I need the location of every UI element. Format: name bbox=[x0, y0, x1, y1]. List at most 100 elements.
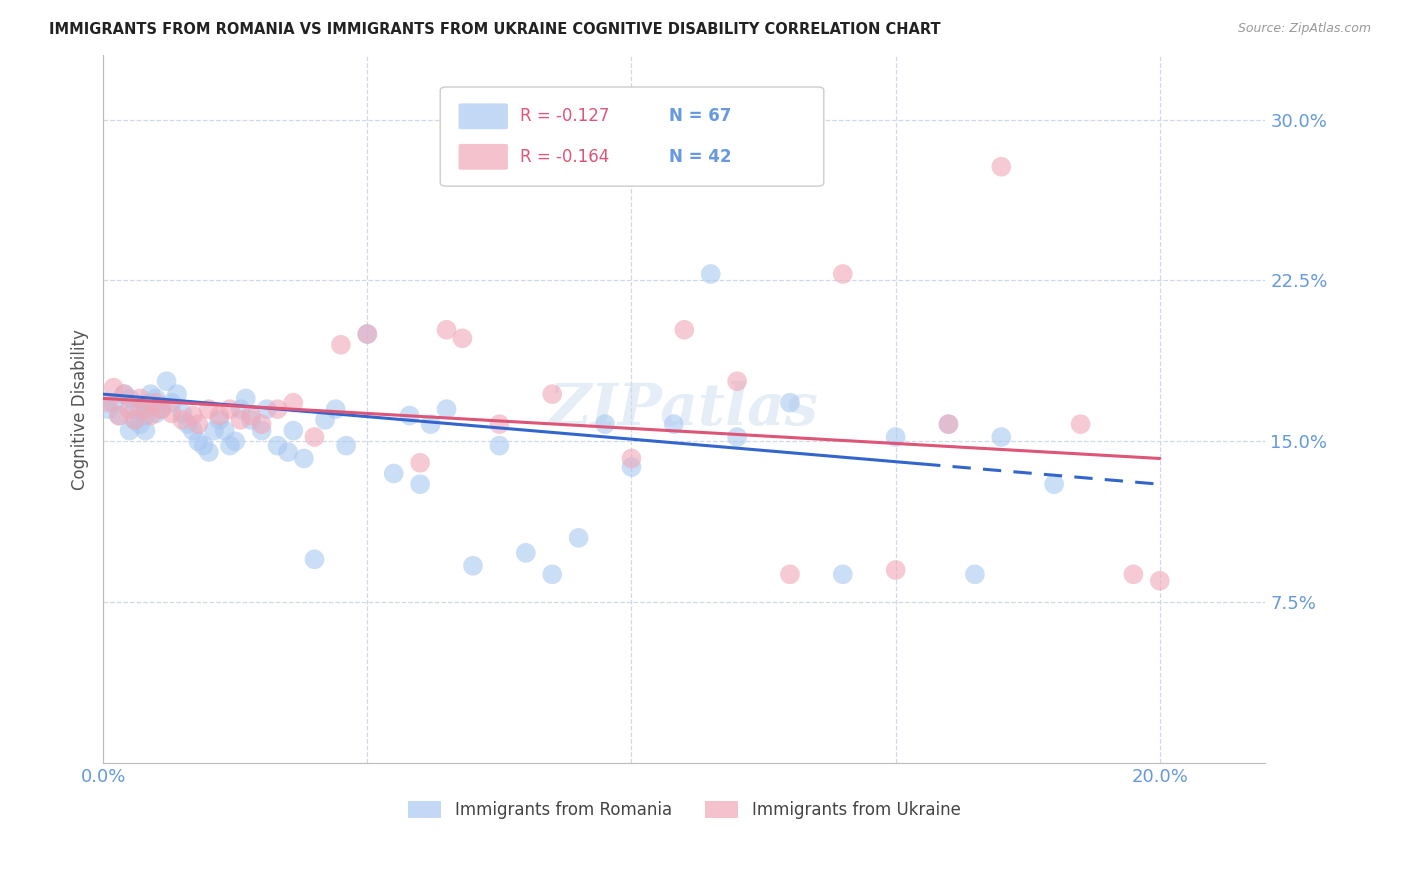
Point bbox=[160, 406, 183, 420]
Point bbox=[97, 395, 120, 409]
Point bbox=[1122, 567, 1144, 582]
Point bbox=[219, 439, 242, 453]
Point bbox=[224, 434, 246, 449]
Point bbox=[515, 546, 537, 560]
Point bbox=[831, 267, 853, 281]
Point bbox=[779, 567, 801, 582]
Point bbox=[166, 387, 188, 401]
Point bbox=[103, 395, 125, 409]
Point bbox=[963, 567, 986, 582]
Point bbox=[150, 402, 173, 417]
Point bbox=[409, 477, 432, 491]
Point bbox=[229, 413, 252, 427]
Point bbox=[235, 392, 257, 406]
Point bbox=[292, 451, 315, 466]
Point bbox=[304, 430, 326, 444]
Point bbox=[1043, 477, 1066, 491]
Point bbox=[662, 417, 685, 432]
Point bbox=[541, 387, 564, 401]
Point bbox=[451, 331, 474, 345]
FancyBboxPatch shape bbox=[458, 144, 508, 169]
Point bbox=[139, 395, 162, 409]
Point bbox=[198, 445, 221, 459]
Point bbox=[145, 395, 167, 409]
Text: ZIPatlas: ZIPatlas bbox=[550, 381, 820, 437]
Point bbox=[419, 417, 441, 432]
Text: R = -0.164: R = -0.164 bbox=[520, 148, 610, 166]
Point bbox=[250, 424, 273, 438]
Point bbox=[108, 409, 131, 423]
Point bbox=[335, 439, 357, 453]
Point bbox=[150, 402, 173, 417]
Point bbox=[620, 451, 643, 466]
FancyBboxPatch shape bbox=[440, 87, 824, 186]
Point bbox=[97, 402, 120, 417]
Point bbox=[160, 395, 183, 409]
Point bbox=[620, 460, 643, 475]
Point bbox=[382, 467, 405, 481]
Point bbox=[124, 402, 146, 417]
Point bbox=[831, 567, 853, 582]
Point bbox=[124, 413, 146, 427]
Point bbox=[593, 417, 616, 432]
Point bbox=[240, 409, 263, 423]
Point bbox=[208, 409, 231, 423]
Point bbox=[134, 424, 156, 438]
Text: N = 67: N = 67 bbox=[669, 107, 731, 125]
Point bbox=[398, 409, 420, 423]
Point bbox=[436, 323, 458, 337]
Point bbox=[187, 417, 209, 432]
Point bbox=[699, 267, 721, 281]
Point bbox=[673, 323, 696, 337]
Point bbox=[990, 430, 1012, 444]
Point bbox=[283, 395, 305, 409]
Point bbox=[938, 417, 960, 432]
Point bbox=[1149, 574, 1171, 588]
Point bbox=[356, 326, 378, 341]
Point bbox=[725, 430, 748, 444]
Point bbox=[277, 445, 299, 459]
Point bbox=[187, 434, 209, 449]
Point bbox=[214, 424, 236, 438]
Point bbox=[208, 413, 231, 427]
Point bbox=[568, 531, 591, 545]
Point bbox=[884, 563, 907, 577]
Point bbox=[118, 392, 141, 406]
Point bbox=[304, 552, 326, 566]
Point bbox=[1070, 417, 1092, 432]
Point bbox=[118, 424, 141, 438]
Point bbox=[139, 409, 162, 423]
Point bbox=[134, 409, 156, 423]
Point bbox=[990, 160, 1012, 174]
Point bbox=[181, 424, 204, 438]
Point bbox=[176, 417, 198, 432]
Point bbox=[256, 402, 278, 417]
Point bbox=[283, 424, 305, 438]
Text: N = 42: N = 42 bbox=[669, 148, 731, 166]
Point bbox=[129, 392, 152, 406]
Point bbox=[134, 402, 156, 417]
Point bbox=[139, 387, 162, 401]
Point bbox=[155, 374, 177, 388]
Point bbox=[198, 402, 221, 417]
Point bbox=[725, 374, 748, 388]
Point bbox=[118, 402, 141, 417]
Point bbox=[356, 326, 378, 341]
Text: IMMIGRANTS FROM ROMANIA VS IMMIGRANTS FROM UKRAINE COGNITIVE DISABILITY CORRELAT: IMMIGRANTS FROM ROMANIA VS IMMIGRANTS FR… bbox=[49, 22, 941, 37]
Point bbox=[938, 417, 960, 432]
Point bbox=[172, 406, 194, 420]
Point bbox=[314, 413, 336, 427]
Point bbox=[112, 387, 135, 401]
Point bbox=[181, 409, 204, 423]
Point bbox=[325, 402, 347, 417]
Point bbox=[266, 402, 288, 417]
Legend: Immigrants from Romania, Immigrants from Ukraine: Immigrants from Romania, Immigrants from… bbox=[401, 794, 967, 826]
Point bbox=[488, 439, 510, 453]
Point bbox=[129, 402, 152, 417]
Point bbox=[240, 413, 263, 427]
Point bbox=[409, 456, 432, 470]
Point bbox=[145, 392, 167, 406]
Text: Source: ZipAtlas.com: Source: ZipAtlas.com bbox=[1237, 22, 1371, 36]
Point bbox=[108, 409, 131, 423]
Point bbox=[229, 402, 252, 417]
